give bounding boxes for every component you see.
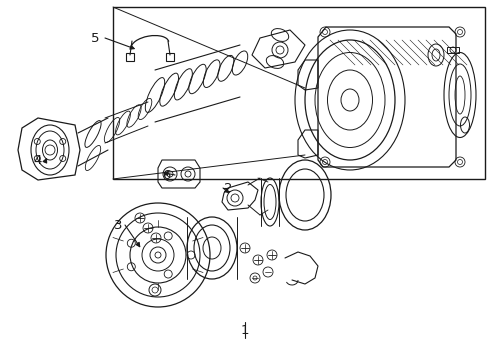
Bar bbox=[113, 7, 484, 179]
Bar bbox=[446, 47, 458, 53]
Text: 1: 1 bbox=[240, 324, 249, 337]
Text: 2: 2 bbox=[224, 181, 232, 194]
Polygon shape bbox=[18, 118, 80, 180]
Text: 4: 4 bbox=[34, 153, 42, 166]
Text: 6: 6 bbox=[162, 168, 170, 181]
Text: 5: 5 bbox=[91, 32, 99, 45]
Text: 3: 3 bbox=[114, 219, 122, 231]
